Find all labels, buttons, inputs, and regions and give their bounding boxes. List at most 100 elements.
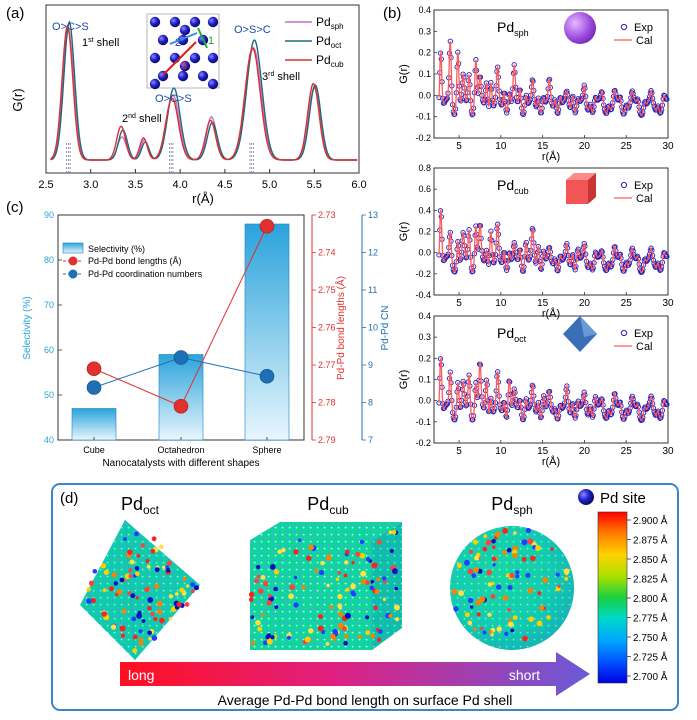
surface-site	[376, 577, 381, 582]
b-ytick-label: 0.4	[418, 205, 431, 215]
shell1-order-annotation: O>C>S	[52, 21, 89, 33]
surface-site	[329, 605, 334, 610]
b-ytick-label: -0.1	[415, 417, 431, 427]
surface-site	[510, 628, 515, 633]
exp-point	[577, 98, 584, 104]
exp-point	[648, 88, 654, 94]
surface-site	[145, 559, 150, 563]
surface-site	[190, 582, 196, 587]
selectivity-bar	[158, 354, 204, 441]
surface-site	[536, 620, 543, 627]
exp-point	[629, 88, 635, 94]
b-ylabel: G(r)	[398, 222, 410, 242]
exp-point	[452, 269, 458, 275]
surface-site	[138, 637, 144, 643]
surface-site	[305, 555, 312, 561]
left-tick-label: 90	[44, 210, 54, 220]
cluster-atom	[179, 24, 191, 36]
surface-site	[502, 550, 507, 555]
surface-site	[326, 583, 330, 588]
surface-site	[124, 573, 131, 580]
surface-site	[341, 626, 347, 632]
cn-tick-label: 11	[368, 285, 377, 295]
colorbar	[597, 511, 628, 684]
panel-a-ylabel: G(r)	[10, 88, 25, 111]
surface-site	[127, 591, 131, 596]
bond-length-axis: 2.73 2.74 2.75 2.76 2.77 2.78 2.79	[311, 210, 336, 445]
exp-point	[543, 256, 549, 262]
selectivity-bar	[244, 223, 290, 441]
panel-c-legend: Selectivity (%) Pd-Pd bond lengths (Å) P…	[62, 242, 203, 279]
colorbar-tick-label: 2.900 Å	[633, 514, 668, 527]
surface-site	[134, 566, 140, 571]
surface-site	[350, 583, 356, 590]
shell3-order-annotation: O>S>C	[234, 24, 271, 36]
bond-tick-label: 2.76	[318, 323, 336, 333]
surface-site	[130, 593, 136, 599]
cal-curve	[438, 356, 667, 422]
surface-site	[506, 547, 512, 553]
surface-site	[395, 617, 400, 622]
surface-site	[369, 585, 375, 591]
panel-c-lines	[86, 218, 275, 414]
surface-site	[491, 545, 496, 549]
exp-point	[664, 401, 670, 408]
surface-site	[489, 630, 493, 634]
panel-a-xlabel: r(Å)	[192, 191, 214, 206]
surface-site	[135, 596, 139, 600]
b-xtick-label: 5	[456, 141, 462, 152]
cluster-atom	[177, 70, 189, 82]
surface-site	[482, 630, 487, 635]
surface-site	[527, 587, 534, 594]
surface-site	[119, 577, 125, 583]
bond-tick-label: 2.77	[318, 360, 336, 370]
panel-d-frame	[51, 483, 679, 711]
surface-site	[528, 616, 534, 622]
surface-site	[515, 574, 520, 579]
surface-site	[453, 606, 459, 612]
surface-site	[121, 608, 127, 614]
octahedron-icon-face	[580, 316, 597, 337]
selectivity-bars	[71, 223, 290, 441]
surface-site	[506, 573, 510, 577]
surface-site	[317, 625, 324, 632]
surface-site	[181, 591, 187, 596]
surface-site	[266, 638, 273, 645]
b-xtick-label: 20	[579, 298, 591, 309]
b-xtick-label: 15	[537, 141, 549, 152]
title-pd-oct: Pdoct	[121, 494, 160, 517]
cube-icon	[566, 173, 596, 180]
panel-d-label: (d)	[60, 490, 78, 507]
cluster-atom	[157, 34, 169, 46]
surface-site	[470, 605, 474, 609]
surface-site	[376, 539, 382, 545]
surface-site	[156, 609, 163, 615]
fcc-cluster-inset: 2 1 3	[146, 13, 220, 90]
b-xtick-label: 10	[495, 298, 507, 309]
surface-site	[308, 628, 314, 634]
b-ytick-label: 0.3	[418, 26, 431, 36]
surface-site	[365, 630, 371, 635]
surface-site	[468, 549, 474, 554]
surface-site	[373, 605, 378, 610]
b-xtick-label: 30	[662, 298, 674, 309]
colorbar-tick-label: 2.725 Å	[633, 651, 668, 664]
surface-site	[382, 576, 387, 581]
surface-site	[273, 586, 279, 592]
surface-site	[156, 600, 163, 607]
surface-site	[496, 584, 502, 590]
category-label: Cube	[83, 445, 105, 455]
surface-site	[86, 598, 92, 604]
surface-site	[147, 630, 152, 636]
surface-site	[132, 648, 138, 654]
bond-tick-label: 2.79	[318, 435, 336, 445]
b-ytick-label: 0.3	[418, 332, 431, 342]
surface-site	[365, 615, 370, 620]
surface-site	[257, 626, 263, 632]
cluster-atom	[197, 70, 209, 82]
surface-site	[542, 577, 549, 584]
legend-exp: Exp	[634, 328, 653, 340]
panel-a: (a) G(r) r(Å) 2.5 3.0 3.5 4.0 4.5 5.0 5.5 6.0 O…	[6, 4, 367, 206]
surface-site	[102, 588, 107, 593]
